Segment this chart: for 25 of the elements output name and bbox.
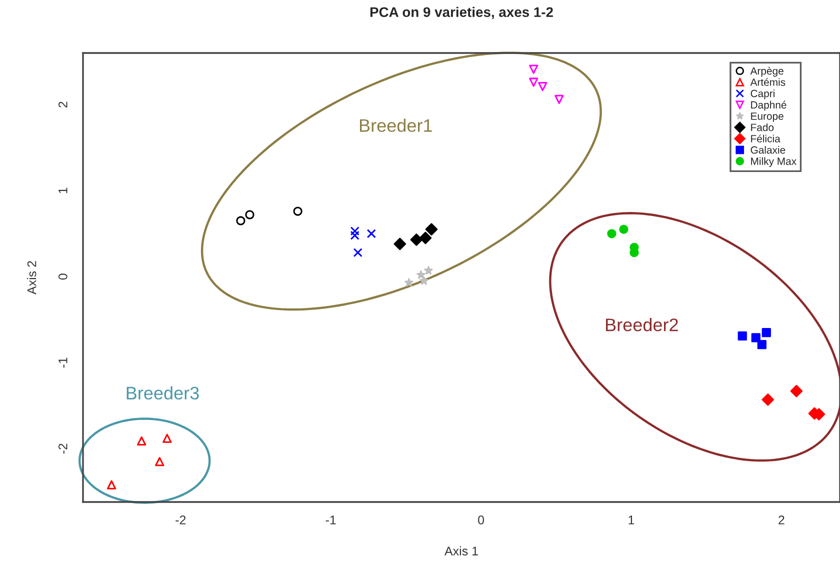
y-tick-label: -2	[58, 444, 68, 454]
legend-label: Daphné	[751, 100, 786, 111]
legend-label: Milky Max	[751, 157, 796, 167]
chart-title: PCA on 9 varieties, axes 1-2	[370, 6, 553, 20]
x-tick-label: -1	[326, 516, 336, 524]
legend-label: Europe	[751, 112, 784, 122]
annotation: Breeder3	[126, 386, 199, 400]
x-tick-label: 2	[778, 516, 784, 524]
x-tick-label: 1	[628, 516, 634, 524]
legend-label: Arpège	[750, 66, 784, 77]
x-axis-title: Axis 1	[444, 546, 478, 556]
legend-label: Artémis	[750, 78, 786, 86]
legend-label: Félicia	[751, 134, 780, 142]
y-tick-label: -1	[58, 358, 68, 368]
y-tick-label: 0	[58, 274, 68, 280]
annotation: Breeder2	[606, 318, 678, 332]
legend-label: Capri	[750, 90, 774, 100]
y-tick-label: 2	[58, 102, 68, 108]
x-tick-label: 0	[478, 516, 484, 524]
annotation: Breeder1	[360, 118, 432, 132]
legend-label: Fado	[751, 123, 774, 132]
y-axis-title: Axis 2	[27, 261, 36, 294]
y-tick-label: 1	[58, 188, 68, 194]
legend-label: Galaxie	[750, 146, 786, 154]
x-tick-label: -2	[176, 516, 186, 524]
